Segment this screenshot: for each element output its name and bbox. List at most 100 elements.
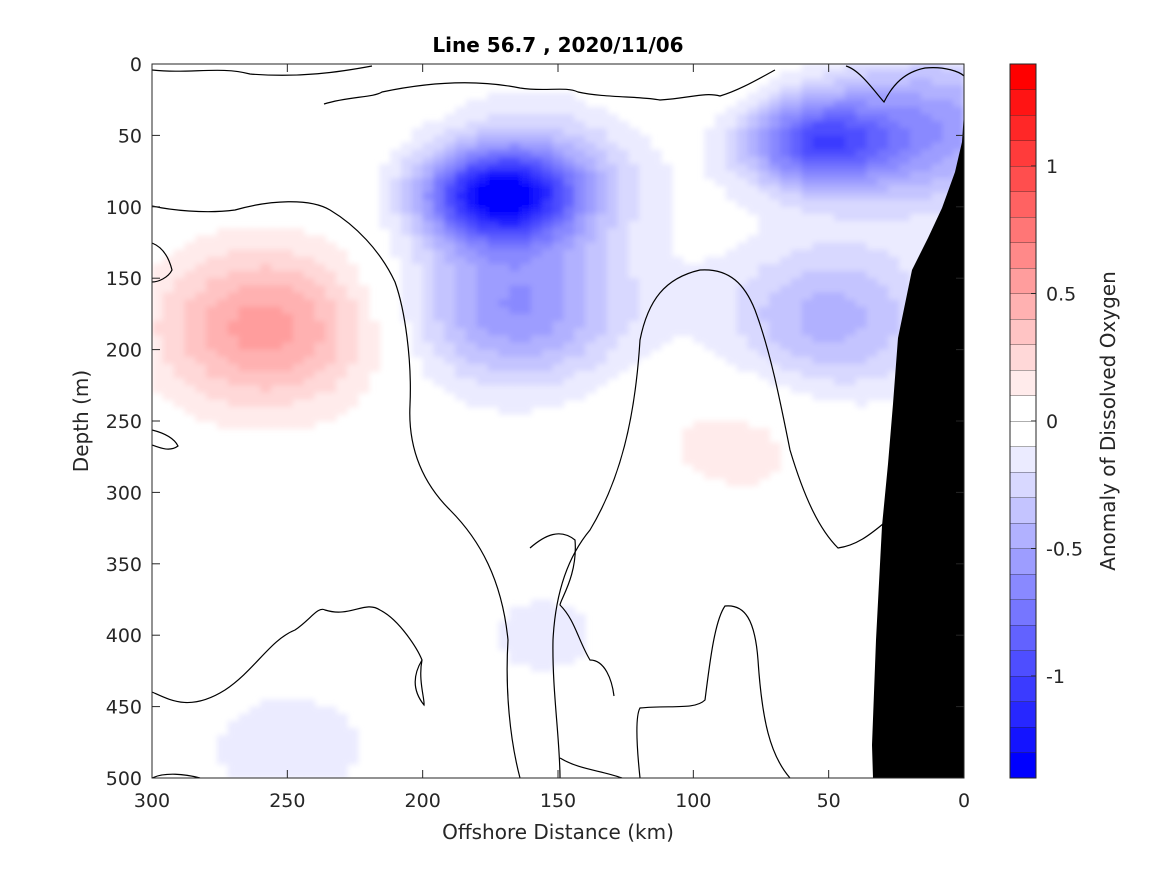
anomaly-cell [444,249,456,258]
anomaly-cell [552,156,565,165]
anomaly-cell [585,335,597,344]
anomaly-cell [714,421,727,429]
anomaly-cell [899,71,911,80]
anomaly-cell [520,285,532,294]
anomaly-cell [563,620,576,629]
anomaly-cell [390,171,402,180]
anomaly-cell [682,285,695,294]
anomaly-cell [520,321,532,329]
anomaly-cell [152,271,164,279]
anomaly-cell [411,221,424,230]
anomaly-cell [195,271,207,279]
anomaly-cell [563,635,576,644]
anomaly-cell [736,128,749,137]
anomaly-cell [260,271,272,279]
anomaly-cell [444,113,456,122]
anomaly-cell [769,235,781,244]
anomaly-cell [801,149,814,158]
anomaly-cell [401,206,413,215]
anomaly-cell [520,185,532,194]
anomaly-cell [292,742,305,751]
anomaly-cell [238,306,251,315]
anomaly-cell [227,735,240,744]
anomaly-cell [801,128,814,137]
anomaly-cell [650,206,662,215]
anomaly-cell [433,221,446,230]
anomaly-cell [855,213,868,222]
anomaly-cell [563,356,576,365]
anomaly-cell [498,378,511,387]
anomaly-cell [530,228,543,237]
anomaly-cell [271,706,283,715]
anomaly-cell [823,142,835,151]
anomaly-cell [530,99,543,108]
anomaly-cell [736,342,749,351]
anomaly-cell [260,292,272,301]
anomaly-cell [314,406,327,415]
anomaly-cell [336,756,348,765]
anomaly-cell [866,85,879,94]
anomaly-cell [790,199,803,208]
anomaly-cell [628,185,640,194]
anomaly-cell [498,335,511,344]
anomaly-cell [574,106,586,115]
anomaly-cell [790,149,803,158]
anomaly-cell [877,328,890,337]
anomaly-cell [617,242,630,251]
anomaly-cell [779,92,792,101]
anomaly-cell [823,156,835,165]
anomaly-cell [790,342,803,351]
anomaly-cell [346,328,359,337]
anomaly-cell [325,299,337,308]
anomaly-cell [725,142,738,151]
anomaly-cell [574,149,586,158]
anomaly-cell [639,142,651,151]
anomaly-cell [465,278,478,287]
anomaly-cell [346,363,359,372]
anomaly-cell [736,299,749,308]
anomaly-cell [779,221,792,230]
anomaly-cell [238,242,251,251]
anomaly-cell [639,321,651,329]
anomaly-cell [455,278,467,287]
anomaly-cell [325,363,337,372]
anomaly-cell [693,263,705,272]
anomaly-cell [812,213,825,222]
anomaly-cell [465,121,478,130]
anomaly-cell [866,263,879,272]
anomaly-cell [509,335,521,344]
anomaly-cell [736,363,749,372]
anomaly-cell [541,113,554,122]
anomaly-cell [747,171,760,180]
anomaly-cell [227,292,240,301]
anomaly-cell [855,371,868,379]
anomaly-cell [281,263,294,272]
anomaly-cell [888,342,900,351]
anomaly-cell [747,313,760,322]
anomaly-cell [844,385,857,394]
chart-title: Line 56.7 , 2020/11/06 [432,33,683,57]
anomaly-cell [574,113,586,122]
colorbar-segment [1010,64,1036,90]
anomaly-cell [390,163,402,172]
anomaly-cell [444,371,456,379]
anomaly-cell [422,163,435,172]
anomaly-cell [162,278,175,287]
anomaly-cell [769,285,781,294]
anomaly-cell [844,299,857,308]
anomaly-cell [476,199,489,208]
anomaly-cell [530,635,543,644]
anomaly-cell [455,235,467,244]
anomaly-cell [238,413,251,422]
anomaly-cell [779,321,792,329]
anomaly-cell [563,178,576,187]
anomaly-cell [520,328,532,337]
anomaly-cell [844,106,857,115]
anomaly-cell [509,213,521,222]
anomaly-cell [325,413,337,422]
anomaly-cell [336,342,348,351]
anomaly-cell [628,321,640,329]
anomaly-cell [249,299,262,308]
anomaly-cell [585,185,597,194]
anomaly-cell [509,178,521,187]
